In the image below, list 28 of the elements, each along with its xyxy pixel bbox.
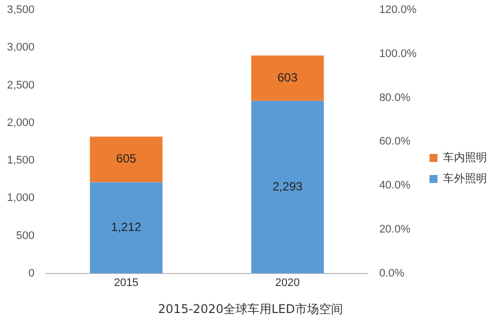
y-tick-label: 3,000	[6, 42, 35, 54]
data-label: 1,212	[111, 220, 142, 234]
y-tick-label: 1,000	[6, 192, 35, 204]
y2-tick-label: 0.0%	[379, 267, 404, 280]
y2-tick-label: 120.0%	[379, 4, 417, 16]
y-tick-label: 0	[28, 267, 35, 280]
y-tick-label: 500	[16, 230, 35, 242]
data-label: 2,293	[272, 179, 303, 194]
x-tick-label: 2020	[275, 277, 300, 290]
bar	[251, 55, 324, 101]
legend-label: 车内照明	[443, 150, 487, 164]
y-tick-label: 1,500	[6, 154, 35, 167]
data-label: 605	[116, 152, 137, 166]
x-tick-label: 2015	[114, 277, 138, 290]
y-tick-label: 2,000	[6, 116, 35, 129]
text: 2015-2020全球车用LED市场空间	[158, 302, 343, 316]
bar	[251, 100, 324, 274]
y-tick-label: 3,500	[6, 4, 35, 16]
y2-tick-label: 20.0%	[379, 224, 411, 236]
y2-tick-label: 40.0%	[379, 180, 411, 192]
bar	[90, 182, 162, 274]
bar	[90, 136, 162, 182]
y2-tick-label: 80.0%	[379, 92, 411, 104]
data-label: 603	[278, 70, 298, 84]
y-tick-label: 2,500	[6, 79, 35, 92]
y2-tick-label: 100.0%	[379, 48, 417, 60]
legend-label: 车外照明	[443, 172, 487, 185]
y2-tick-label: 60.0%	[379, 136, 411, 148]
